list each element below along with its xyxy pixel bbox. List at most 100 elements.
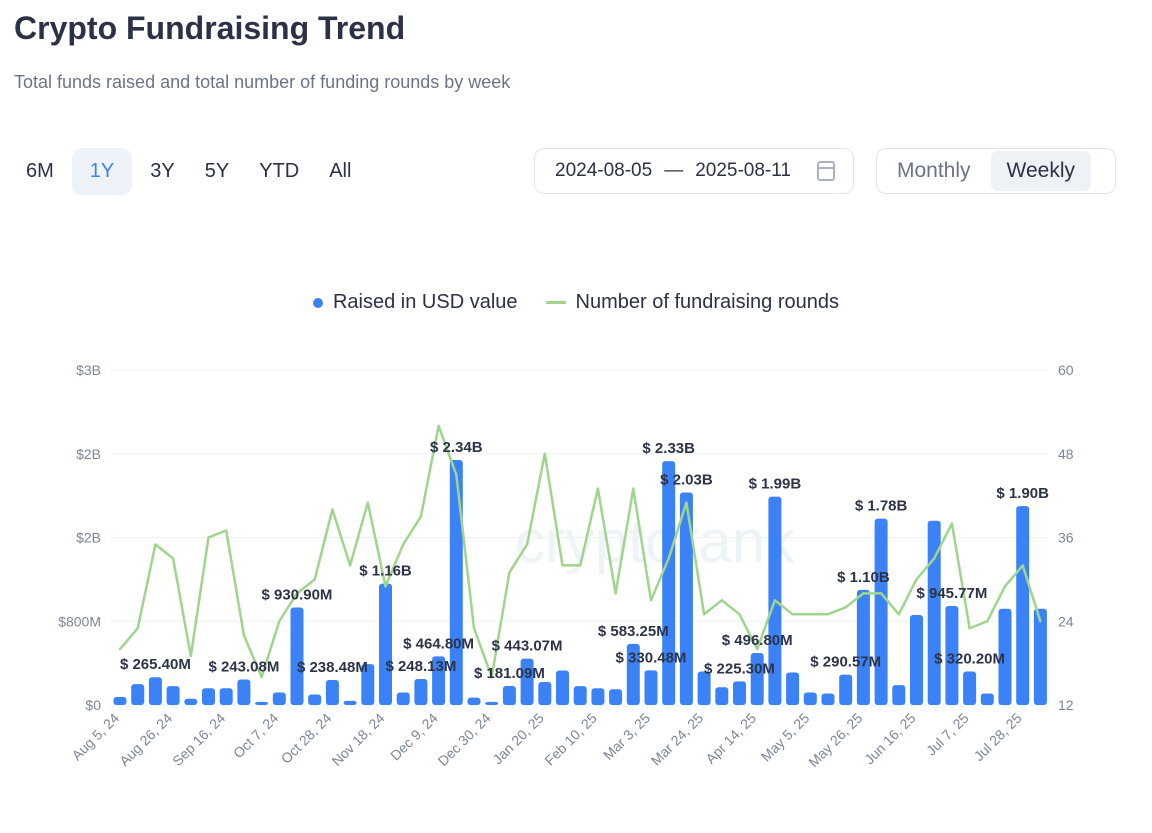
right-axis-tick: 36 (1058, 530, 1074, 546)
rounds-point (348, 564, 352, 567)
data-label: $ 443.07M (492, 638, 563, 655)
page-title: Crypto Fundraising Trend (14, 10, 406, 46)
rounds-point (844, 606, 847, 609)
bar (626, 643, 640, 705)
left-axis-tick: $0 (85, 697, 101, 713)
rounds-point (1003, 585, 1007, 588)
rounds-point (950, 522, 954, 525)
bar (803, 692, 817, 705)
range-ytd[interactable]: YTD (259, 160, 300, 182)
toggle-monthly[interactable]: Monthly (897, 159, 971, 182)
bar (414, 679, 428, 705)
bar (1016, 506, 1030, 705)
data-label: $ 181.09M (474, 665, 545, 682)
range-6m[interactable]: 6M (26, 160, 54, 182)
rounds-point (295, 592, 299, 595)
bar (113, 697, 127, 705)
bar (945, 605, 959, 705)
rounds-point (242, 634, 246, 637)
page-subtitle: Total funds raised and total number of f… (14, 72, 511, 92)
rounds-point (384, 585, 387, 588)
bar (432, 656, 446, 705)
rounds-point (720, 599, 723, 602)
watermark: cryptorank (515, 508, 796, 575)
rounds-point (525, 543, 529, 546)
x-axis-tick: Dec 9, 24 (387, 710, 441, 764)
rounds-point (915, 578, 918, 581)
x-axis-tick: Mar 24, 25 (648, 710, 707, 769)
bar (308, 694, 322, 705)
bar (379, 583, 392, 705)
x-axis-tick: Nov 18, 24 (328, 710, 387, 769)
data-label: $ 248.13M (385, 658, 456, 675)
bar (609, 689, 623, 705)
range-5y[interactable]: 5Y (204, 160, 230, 182)
range-selector: 6M 1Y 3Y 5Y YTD All (14, 148, 363, 195)
data-label: $ 945.77M (916, 585, 987, 602)
range-3y[interactable]: 3Y (150, 160, 175, 182)
date-range-picker[interactable]: 2024-08-05 — 2025-08-11 (534, 148, 854, 194)
data-label: $ 290.57M (810, 654, 881, 671)
rounds-point (649, 599, 653, 602)
rounds-point (366, 501, 369, 504)
legend-item-rounds[interactable]: Number of fundraising rounds (545, 291, 839, 314)
bar (556, 670, 569, 705)
bar (290, 607, 304, 705)
rounds-point (313, 578, 316, 581)
rounds-point (331, 508, 334, 511)
x-axis-tick: Mar 3, 25 (600, 710, 653, 763)
rounds-point (402, 543, 405, 546)
data-label: $ 1.78B (855, 498, 908, 515)
bar (467, 697, 481, 705)
bar (184, 698, 198, 705)
data-label: $ 583.25M (598, 623, 669, 640)
rounds-point (189, 654, 192, 658)
data-label: $ 265.40M (120, 656, 191, 673)
rounds-point (579, 564, 582, 567)
rounds-point (171, 557, 175, 560)
left-axis-tick: $2B (76, 446, 101, 462)
bar (219, 688, 233, 705)
x-axis-tick: Aug 26, 24 (116, 710, 175, 769)
rounds-point (225, 529, 228, 532)
bar (750, 652, 764, 705)
x-axis-tick: May 5, 25 (758, 710, 813, 765)
data-label: $ 1.10B (837, 569, 890, 586)
bar (520, 658, 534, 705)
data-label: $ 496.80M (722, 632, 793, 649)
data-label: $ 238.48M (297, 659, 368, 676)
range-all[interactable]: All (329, 160, 352, 182)
bar (786, 672, 800, 705)
date-start: 2024-08-05 (555, 160, 653, 181)
x-axis-tick: Jan 20, 25 (489, 710, 547, 768)
bar (343, 700, 357, 705)
range-1y[interactable]: 1Y (71, 148, 133, 195)
x-axis-tick: May 26, 25 (805, 710, 865, 770)
bar (272, 692, 286, 705)
data-label: $ 930.90M (262, 587, 333, 604)
date-end: 2025-08-11 (695, 160, 791, 181)
rounds-point (490, 675, 493, 679)
right-axis-tick: 60 (1058, 362, 1074, 378)
rounds-point (614, 592, 617, 595)
rounds-point (897, 613, 900, 616)
calendar-icon[interactable] (817, 161, 835, 181)
rounds-point (1021, 564, 1024, 567)
rounds-point (561, 564, 564, 567)
rounds-point (1039, 620, 1042, 623)
bar (821, 693, 835, 705)
legend-dot-icon (312, 297, 323, 308)
rounds-point (632, 487, 635, 490)
legend-item-raised[interactable]: Raised in USD value (312, 291, 518, 314)
rounds-point (826, 613, 830, 616)
bar (980, 693, 994, 705)
bar (202, 688, 215, 705)
rounds-point (879, 592, 883, 595)
toggle-weekly[interactable]: Weekly (990, 151, 1091, 191)
bar (396, 692, 410, 705)
rounds-point (933, 557, 936, 560)
bar (697, 671, 711, 705)
right-axis-tick: 48 (1058, 446, 1074, 462)
bar (361, 664, 375, 705)
data-label: $ 2.34B (430, 439, 483, 456)
